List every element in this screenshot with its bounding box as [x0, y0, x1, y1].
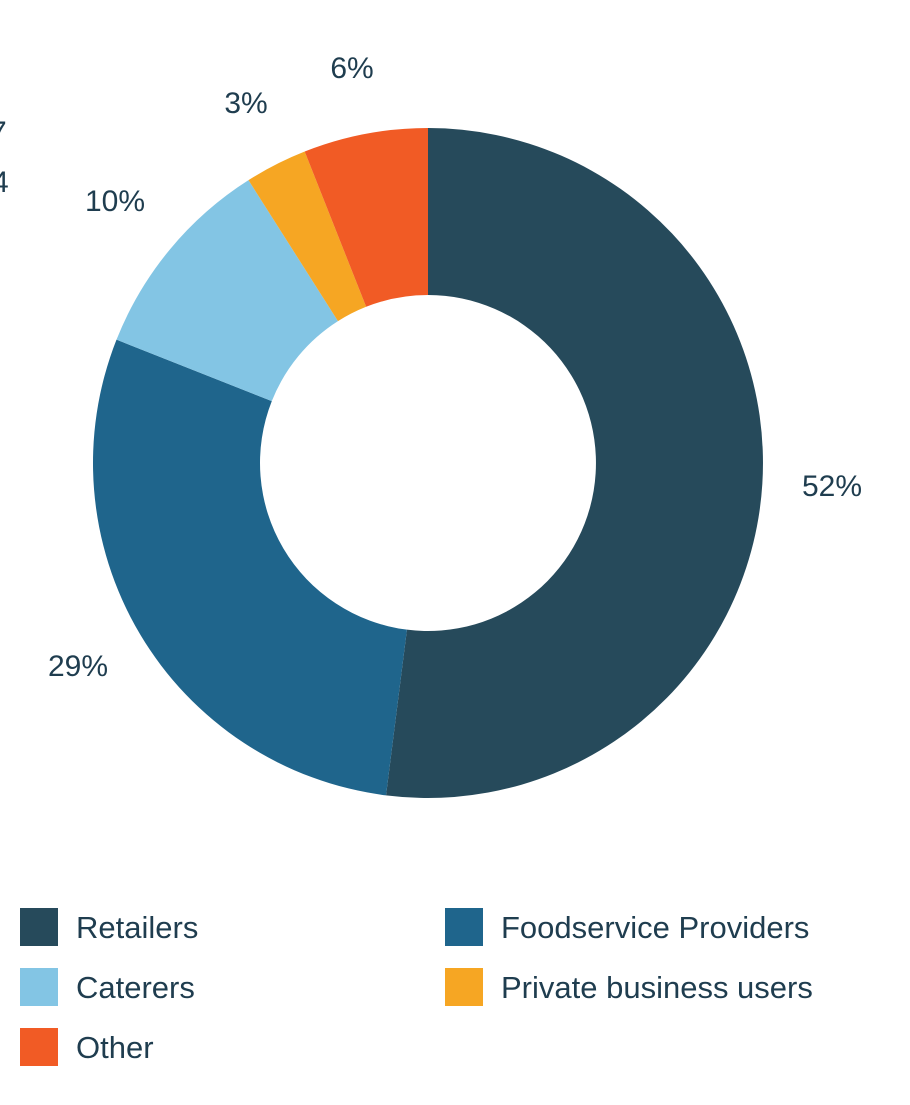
- slice-other: [304, 128, 428, 307]
- slice-retailers: [386, 128, 763, 799]
- legend-swatch-retailers: [20, 908, 58, 946]
- edge-text-fragment-1: 7: [0, 118, 7, 148]
- legend-item-retailers: Retailers: [20, 908, 445, 946]
- donut-slice-labels: 52% 29% 10% 3% 6%: [48, 52, 862, 683]
- slice-private-business-users: [248, 151, 367, 322]
- slice-label-private-business-users: 3%: [224, 87, 267, 120]
- legend-label-retailers: Retailers: [76, 909, 199, 945]
- legend-label-foodservice-providers: Foodservice Providers: [501, 909, 810, 945]
- donut-slices: [92, 128, 763, 799]
- slice-label-other: 6%: [330, 52, 373, 85]
- legend-item-other: Other: [20, 1028, 445, 1066]
- legend-swatch-private-business-users: [445, 968, 483, 1006]
- slice-foodservice-providers: [92, 339, 407, 796]
- slice-label-caterers: 10%: [85, 185, 145, 218]
- legend-label-caterers: Caterers: [76, 969, 195, 1005]
- legend-label-other: Other: [76, 1029, 154, 1065]
- slice-label-foodservice-providers: 29%: [48, 650, 108, 683]
- legend-swatch-caterers: [20, 968, 58, 1006]
- legend-swatch-other: [20, 1028, 58, 1066]
- legend-item-caterers: Caterers: [20, 968, 445, 1006]
- legend-swatch-foodservice-providers: [445, 908, 483, 946]
- legend-item-private-business-users: Private business users: [445, 968, 880, 1006]
- slice-label-retailers: 52%: [802, 470, 862, 503]
- legend-item-foodservice-providers: Foodservice Providers: [445, 908, 880, 946]
- slice-caterers: [116, 180, 338, 402]
- donut-chart-svg: 52% 29% 10% 3% 6%: [48, 52, 862, 799]
- legend-label-private-business-users: Private business users: [501, 969, 813, 1005]
- legend: Retailers Foodservice Providers Caterers…: [20, 908, 880, 1066]
- edge-text-fragment-2: 4: [0, 166, 9, 199]
